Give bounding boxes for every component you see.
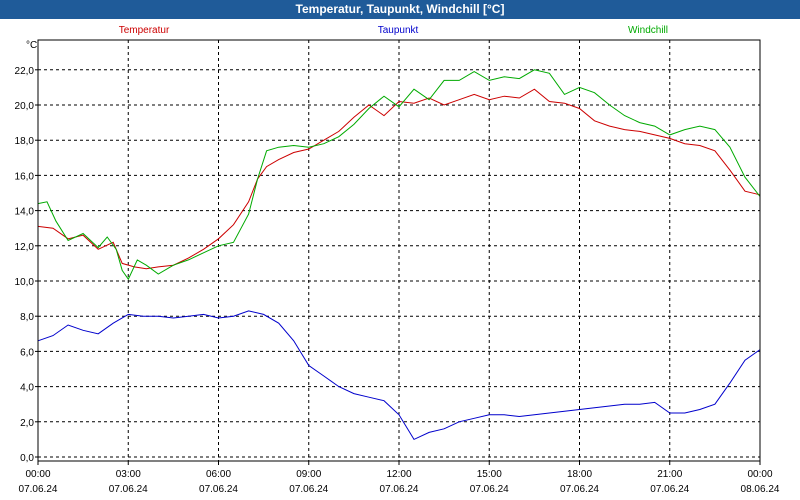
x-tick-date-label: 07.06.24 xyxy=(470,484,509,495)
x-tick-time-label: 00:00 xyxy=(25,469,50,480)
y-tick-label: 22,0 xyxy=(15,66,35,77)
x-tick-time-label: 15:00 xyxy=(477,469,502,480)
x-tick-date-label: 07.06.24 xyxy=(199,484,238,495)
chart-title: Temperatur, Taupunkt, Windchill [°C] xyxy=(0,0,800,19)
y-tick-label: 10,0 xyxy=(15,277,35,288)
x-axis-ticks: 00:00 07.06.24 03:00 07.06.24 06:00 07.06.24 0… xyxy=(19,461,780,495)
x-tick-time-label: 06:00 xyxy=(206,469,231,480)
x-tick-time-label: 18:00 xyxy=(567,469,592,480)
y-tick-label: 8,0 xyxy=(20,312,34,323)
x-tick-time-label: 09:00 xyxy=(296,469,321,480)
x-tick-date-label: 07.06.24 xyxy=(560,484,599,495)
series-line-taupunkt xyxy=(37,310,761,441)
legend-item-temperatur: Temperatur xyxy=(119,25,170,36)
x-tick-time-label: 03:00 xyxy=(116,469,141,480)
y-tick-label: 16,0 xyxy=(15,171,35,182)
x-tick-time-label: 00:00 xyxy=(747,469,772,480)
series-line-windchill xyxy=(37,69,761,281)
x-tick-date-label: 07.06.24 xyxy=(19,484,58,495)
x-tick-date-label: 07.06.24 xyxy=(109,484,148,495)
y-axis-ticks: 0,0 2,0 4,0 6,0 8,0 10,0 12,0 14,0 16,0 18,0 20,0 2… xyxy=(15,66,38,464)
x-tick-date-label: 07.06.24 xyxy=(289,484,328,495)
y-tick-label: 0,0 xyxy=(20,453,34,464)
series-lines xyxy=(37,69,761,441)
x-tick-time-label: 21:00 xyxy=(657,469,682,480)
y-tick-label: 20,0 xyxy=(15,101,35,112)
y-axis-label: °C xyxy=(26,40,37,51)
y-tick-label: 6,0 xyxy=(20,347,34,358)
y-tick-label: 14,0 xyxy=(15,207,35,218)
x-tick-date-label: 07.06.24 xyxy=(650,484,689,495)
y-tick-label: 2,0 xyxy=(20,418,34,429)
legend-item-windchill: Windchill xyxy=(628,25,668,36)
y-tick-label: 18,0 xyxy=(15,136,35,147)
y-tick-label: 4,0 xyxy=(20,383,34,394)
x-tick-date-label: 07.06.24 xyxy=(380,484,419,495)
y-tick-label: 12,0 xyxy=(15,242,35,253)
x-tick-time-label: 12:00 xyxy=(386,469,411,480)
x-tick-date-label: 08.06.24 xyxy=(741,484,780,495)
legend: Temperatur Taupunkt Windchill xyxy=(119,25,668,36)
grid-lines xyxy=(38,40,760,461)
legend-item-taupunkt: Taupunkt xyxy=(378,25,419,36)
